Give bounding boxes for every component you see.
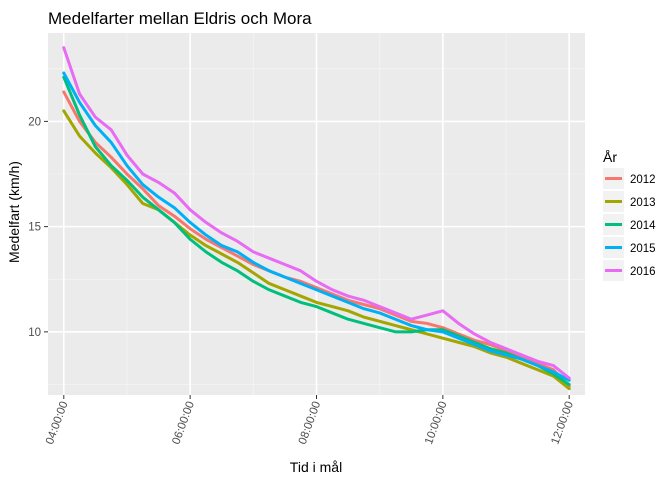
- legend-label-2013: 2013: [630, 197, 656, 209]
- y-axis-title: Medelfart (km/h): [6, 161, 22, 263]
- y-tick-label: 15: [28, 222, 41, 234]
- series-line-2014: [62, 75, 571, 386]
- legend-label-2016: 2016: [630, 266, 656, 278]
- legend-label-2012: 2012: [630, 174, 656, 186]
- y-tick-label: 10: [28, 327, 41, 339]
- y-tick-label: 20: [28, 116, 41, 128]
- series-line-2013: [62, 109, 571, 391]
- grid-major: [48, 33, 585, 395]
- chart-title: Medelfarter mellan Eldris och Mora: [48, 9, 312, 28]
- series-line-2012: [62, 90, 571, 389]
- y-axis: 10 15 20: [28, 116, 48, 339]
- legend-items: 2012 2013 2014 2015 2016: [603, 168, 656, 281]
- series-line-2016: [62, 46, 571, 380]
- legend: År 2012 2013 2014 2015 2016: [603, 149, 656, 281]
- series-layer: [62, 46, 571, 391]
- legend-label-2014: 2014: [630, 220, 656, 232]
- legend-label-2015: 2015: [630, 243, 656, 255]
- series-line-2015: [62, 71, 571, 382]
- x-axis-title: Tid i mål: [290, 459, 342, 475]
- legend-title: År: [603, 149, 617, 165]
